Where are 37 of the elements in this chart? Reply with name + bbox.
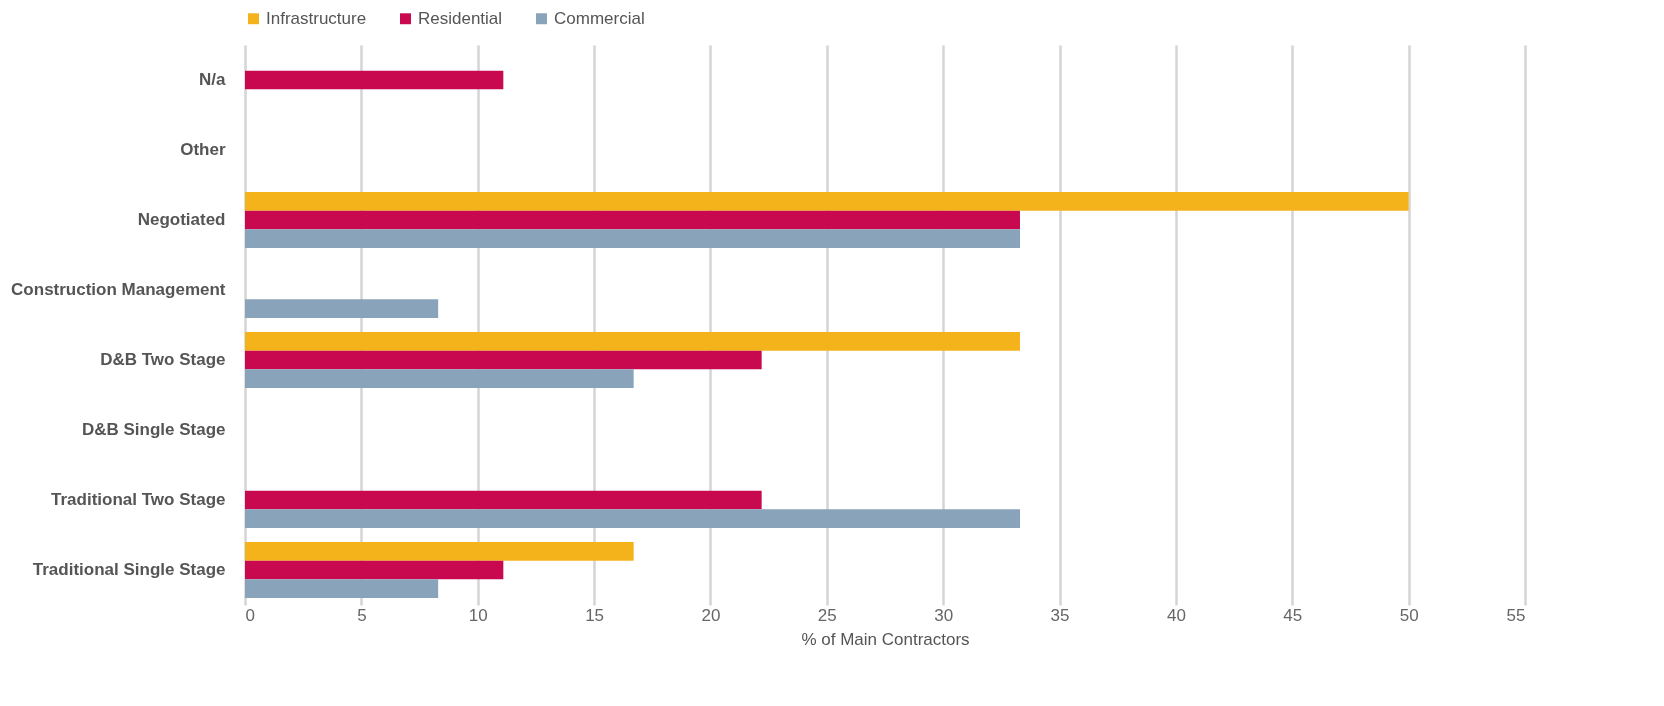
x-tick-label: 35 [1050,605,1070,625]
bar [245,229,1020,248]
x-axis-title: % of Main Contractors [801,629,970,649]
bar [245,70,504,90]
x-tick-label: 5 [357,605,367,625]
x-tick-label: 20 [701,605,721,625]
x-tick-label: 25 [817,605,837,625]
bar [245,509,1020,528]
x-tick-label: 40 [1166,605,1186,625]
x-tick-label: 30 [934,605,954,625]
bar [245,350,762,370]
bar [245,579,439,598]
y-tick-label: Other [180,140,226,159]
x-tick-label: 10 [468,605,488,625]
y-tick-label: Construction Management [11,280,226,299]
y-tick-label: D&B Two Stage [100,350,226,369]
x-tick-label: 15 [585,605,605,625]
bar [245,542,634,561]
x-tick-label: 55 [1506,605,1526,625]
bar [245,490,762,510]
bar [245,332,1020,351]
x-tick-label: 50 [1399,605,1419,625]
y-tick-label: N/a [199,70,227,89]
legend-label: Infrastructure [266,8,367,28]
y-tick-label: Traditional Two Stage [51,490,226,509]
bar [245,192,1409,211]
bar [245,369,634,388]
x-tick-label: 45 [1283,605,1303,625]
y-tick-label: Traditional Single Stage [32,560,226,579]
y-tick-label: D&B Single Stage [81,420,226,439]
legend-label: Commercial [554,8,645,28]
bar [245,299,439,318]
y-tick-label: Negotiated [137,210,226,229]
bar [245,560,504,580]
bar [245,210,1020,230]
x-tick-label: 0 [245,605,255,625]
legend-label: Residential [418,8,503,28]
